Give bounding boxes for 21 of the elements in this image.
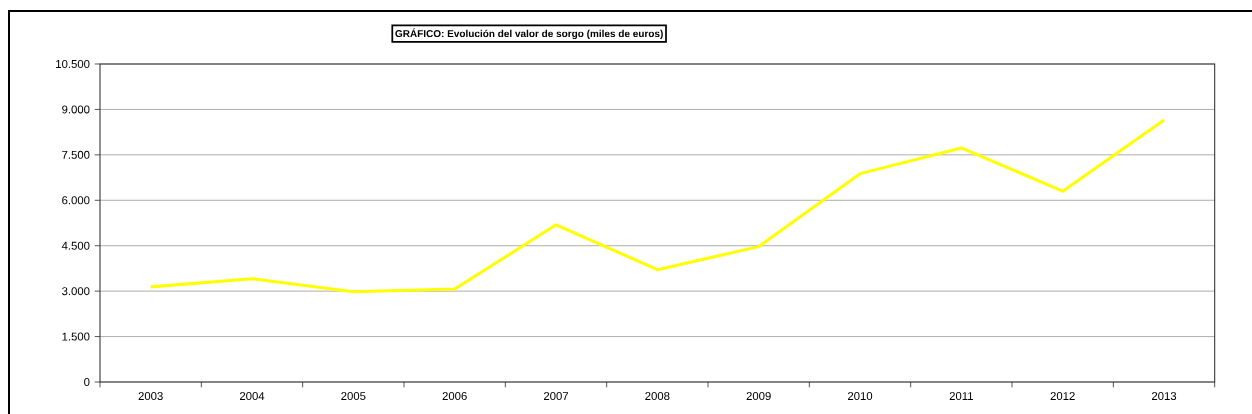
x-tick-label: 2004 xyxy=(239,392,265,401)
x-tick-label: 2003 xyxy=(138,392,163,401)
y-tick-label: 0 xyxy=(84,378,90,387)
x-tick-label: 2009 xyxy=(746,392,771,401)
y-tick-label: 3.000 xyxy=(62,287,90,296)
line-series xyxy=(149,118,1166,294)
x-tick-label: 2012 xyxy=(1050,392,1075,401)
y-tick-label: 6.000 xyxy=(62,196,90,205)
x-tick-label: 2005 xyxy=(341,392,366,401)
y-tick-label: 10.500 xyxy=(56,59,90,68)
y-tick-label: 1.500 xyxy=(62,332,90,341)
x-tick-label: 2010 xyxy=(847,392,873,401)
y-tick-label: 9.000 xyxy=(62,105,90,114)
chart-title: GRÁFICO: Evolución del valor de sorgo (miles de euros) xyxy=(395,28,663,40)
x-tick-label: 2011 xyxy=(949,392,973,401)
x-tick-label: 2006 xyxy=(442,392,467,401)
y-tick-label: 4.500 xyxy=(61,241,90,250)
y-tick-label: 7.500 xyxy=(62,150,90,159)
x-tick-label: 2013 xyxy=(1151,392,1177,401)
x-tick-label: 2007 xyxy=(543,392,569,401)
x-tick-label: 2008 xyxy=(645,392,670,401)
